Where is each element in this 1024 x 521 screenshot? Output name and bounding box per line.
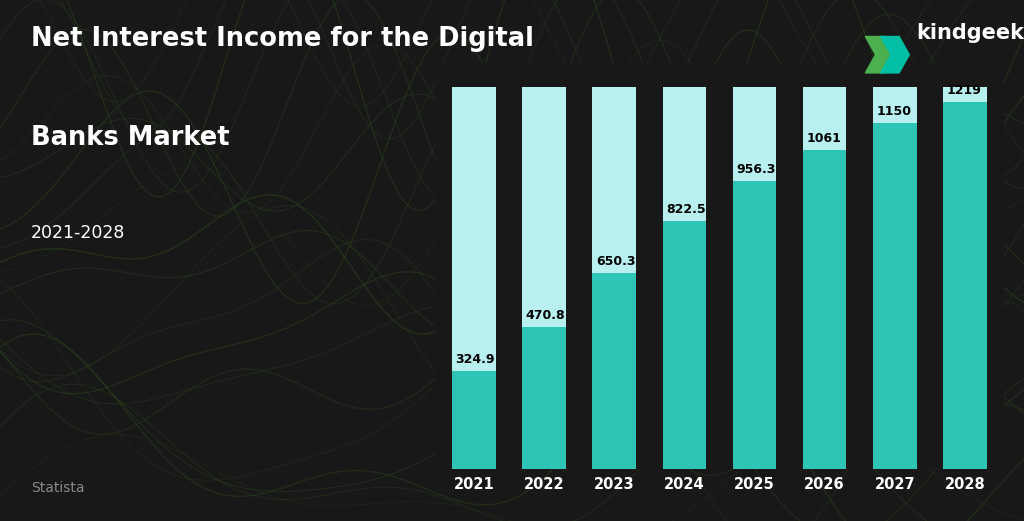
Text: Banks Market: Banks Market (31, 125, 229, 151)
Text: kindgeek: kindgeek (916, 23, 1024, 43)
Bar (452, 86, 496, 371)
Bar (803, 86, 847, 150)
Bar (663, 86, 706, 221)
Bar (452, 371, 496, 469)
Bar (803, 150, 847, 469)
Text: 822.5: 822.5 (666, 203, 706, 216)
Text: 470.8: 470.8 (525, 309, 565, 322)
Bar (522, 327, 565, 469)
Text: 2021-2028: 2021-2028 (31, 224, 125, 242)
Bar (522, 86, 565, 327)
Bar (943, 86, 987, 102)
Text: 324.9: 324.9 (456, 353, 495, 366)
Bar (733, 181, 776, 469)
Text: Statista: Statista (31, 481, 84, 495)
Text: Net Interest Income for the Digital: Net Interest Income for the Digital (31, 26, 534, 52)
Bar (663, 221, 706, 469)
Bar (873, 123, 916, 469)
Text: 1061: 1061 (806, 132, 841, 145)
Bar (733, 86, 776, 181)
Bar (873, 86, 916, 123)
Text: 956.3: 956.3 (736, 163, 775, 176)
Text: 1150: 1150 (877, 105, 911, 118)
Bar (943, 102, 987, 469)
Bar (592, 86, 636, 273)
Text: 1219: 1219 (946, 84, 982, 97)
Text: 650.3: 650.3 (596, 255, 635, 268)
Bar (592, 273, 636, 469)
